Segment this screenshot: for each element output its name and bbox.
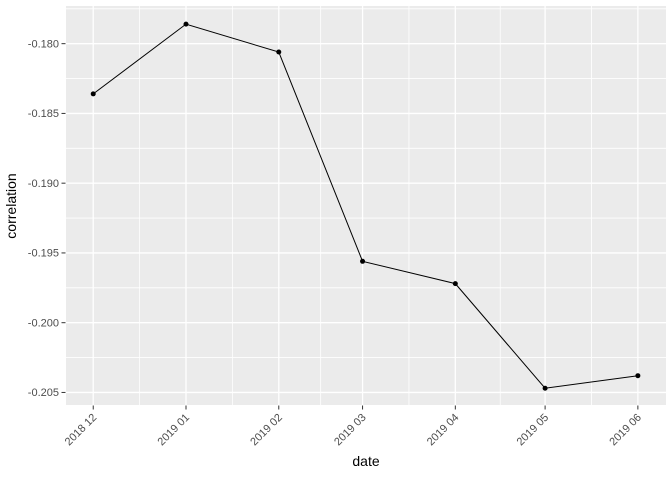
x-tick-label: 2019 03 (332, 412, 369, 449)
y-tick-label: -0.195 (28, 248, 59, 260)
data-point (276, 49, 282, 55)
x-tick-label: 2019 01 (156, 412, 193, 449)
y-axis-title: correlation (3, 173, 19, 238)
data-point (635, 373, 641, 379)
y-axis-tick-labels: -0.180 -0.185 -0.190 -0.195 -0.200 -0.205 (28, 38, 59, 399)
x-tick-label: 2018 12 (63, 412, 100, 449)
x-axis-tick-labels: 2018 12 2019 01 2019 02 2019 03 2019 04 2019 … (63, 412, 644, 449)
y-tick-label: -0.190 (28, 178, 59, 190)
grid-minor (66, 6, 666, 405)
data-point (360, 258, 366, 264)
x-axis-title: date (352, 453, 379, 469)
data-point (90, 91, 96, 97)
data-point (542, 385, 548, 391)
x-tick-label: 2019 04 (425, 412, 462, 449)
y-tick-label: -0.185 (28, 108, 59, 120)
x-tick-label: 2019 05 (515, 412, 552, 449)
data-point (452, 281, 458, 287)
axis-tick-marks (61, 43, 639, 410)
line-series (90, 21, 641, 391)
x-tick-label: 2019 02 (248, 412, 285, 449)
data-point (183, 21, 189, 27)
y-tick-label: -0.205 (28, 387, 59, 399)
grid-major (66, 6, 666, 405)
y-tick-label: -0.200 (28, 317, 59, 329)
y-tick-label: -0.180 (28, 38, 59, 50)
x-tick-label: 2019 06 (607, 412, 644, 449)
plot-panel (66, 6, 666, 405)
